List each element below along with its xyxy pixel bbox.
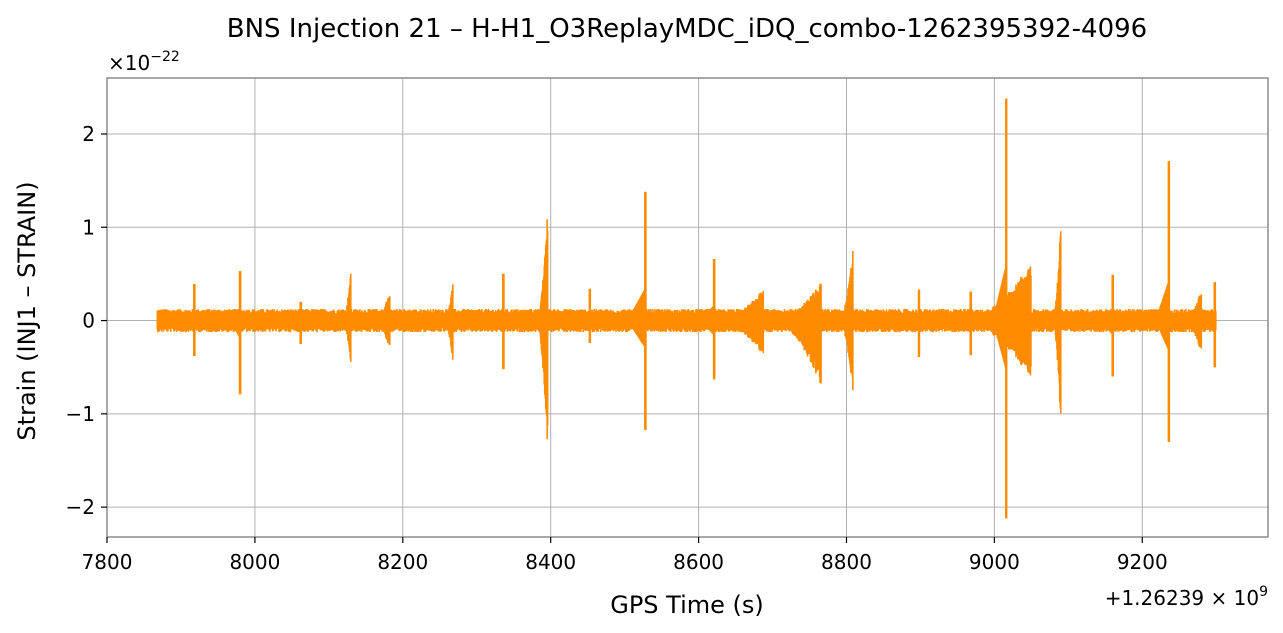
y-tick-label: −1 — [66, 402, 95, 426]
y-multiplier: ×10−22 — [108, 49, 180, 75]
x-tick-label: 9200 — [1117, 550, 1168, 574]
y-tick-label: 0 — [82, 309, 95, 333]
x-offset-exponent: 9 — [1259, 584, 1268, 600]
x-axis-label: GPS Time (s) — [610, 591, 764, 619]
x-tick-label: 9000 — [969, 550, 1020, 574]
y-multiplier-exponent: −22 — [150, 49, 180, 65]
y-tick-label: −2 — [66, 495, 95, 519]
y-tick-label: 1 — [82, 215, 95, 239]
y-tick-label: 2 — [82, 122, 95, 146]
plot-area — [156, 98, 1217, 519]
x-tick-label: 8600 — [673, 550, 724, 574]
x-tick-label: 8400 — [525, 550, 576, 574]
y-multiplier-base: ×10 — [108, 51, 150, 75]
x-tick-label: 8800 — [821, 550, 872, 574]
x-tick-label: 7800 — [82, 550, 133, 574]
y-axis-label: Strain (INJ1 – STRAIN) — [13, 181, 41, 440]
x-tick-label: 8000 — [229, 550, 280, 574]
chart-title: BNS Injection 21 – H-H1_O3ReplayMDC_iDQ_… — [227, 14, 1147, 44]
x-offset: +1.26239 × 109 — [1105, 584, 1268, 610]
y-axis-ticks: −2 −1 0 1 2 — [66, 122, 107, 519]
grid — [106, 78, 1268, 537]
plot-frame — [106, 77, 1269, 538]
strain-series-line — [156, 98, 1217, 519]
x-axis-ticks: 7800 8000 8200 8400 8600 8800 9000 9200 — [82, 537, 1168, 574]
x-tick-label: 8200 — [377, 550, 428, 574]
x-offset-base: +1.26239 × 10 — [1105, 586, 1259, 610]
